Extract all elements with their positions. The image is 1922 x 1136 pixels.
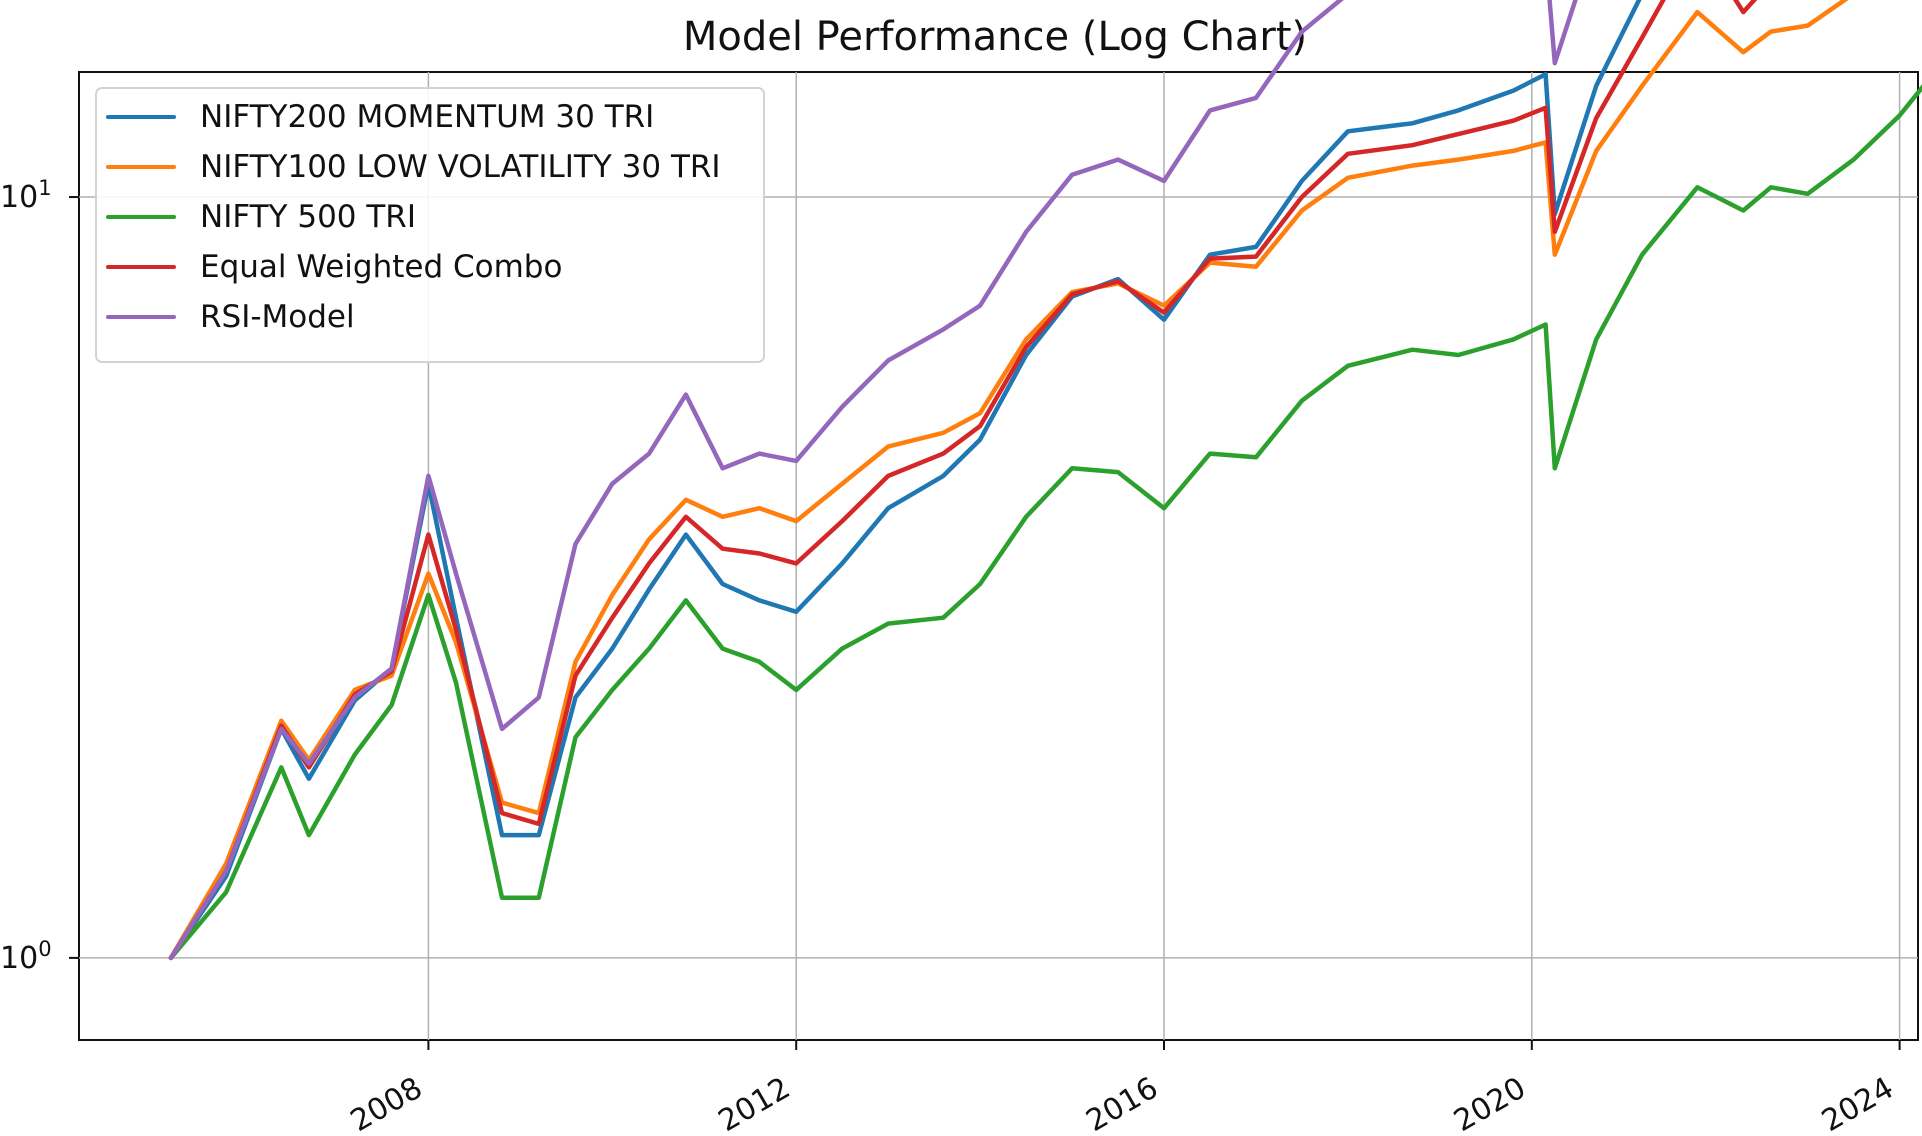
legend: NIFTY200 MOMENTUM 30 TRI NIFTY100 LOW VOL… xyxy=(95,87,765,363)
legend-box xyxy=(95,87,765,363)
x-tick-label-2008: 2008 xyxy=(345,1071,429,1136)
y-tick-label-1: 100 xyxy=(0,937,52,976)
x-tick-label-2020: 2020 xyxy=(1448,1071,1532,1136)
y-tick-label-10: 101 xyxy=(0,176,52,215)
series-line-2 xyxy=(168,84,1922,961)
y-tick-base-10: 10 xyxy=(0,180,38,215)
legend-label-4: RSI-Model xyxy=(200,299,355,335)
series-line-4 xyxy=(168,0,1578,961)
legend-label-0: NIFTY200 MOMENTUM 30 TRI xyxy=(200,99,654,135)
axis-ticks xyxy=(69,196,1901,1050)
chart-title: Model Performance (Log Chart) xyxy=(683,14,1307,60)
x-tick-label-2016: 2016 xyxy=(1080,1071,1164,1136)
y-tick-exponent-10: 1 xyxy=(38,176,51,200)
series-line-3 xyxy=(168,0,1758,961)
y-tick-base-1: 10 xyxy=(0,941,38,976)
legend-label-3: Equal Weighted Combo xyxy=(200,249,562,285)
series-lines xyxy=(168,0,1922,961)
x-tick-label-2024: 2024 xyxy=(1816,1071,1900,1136)
y-tick-exponent-1: 0 xyxy=(38,937,51,961)
legend-label-1: NIFTY100 LOW VOLATILITY 30 TRI xyxy=(200,149,721,185)
x-tick-label-2012: 2012 xyxy=(713,1071,797,1136)
legend-label-2: NIFTY 500 TRI xyxy=(200,199,416,235)
